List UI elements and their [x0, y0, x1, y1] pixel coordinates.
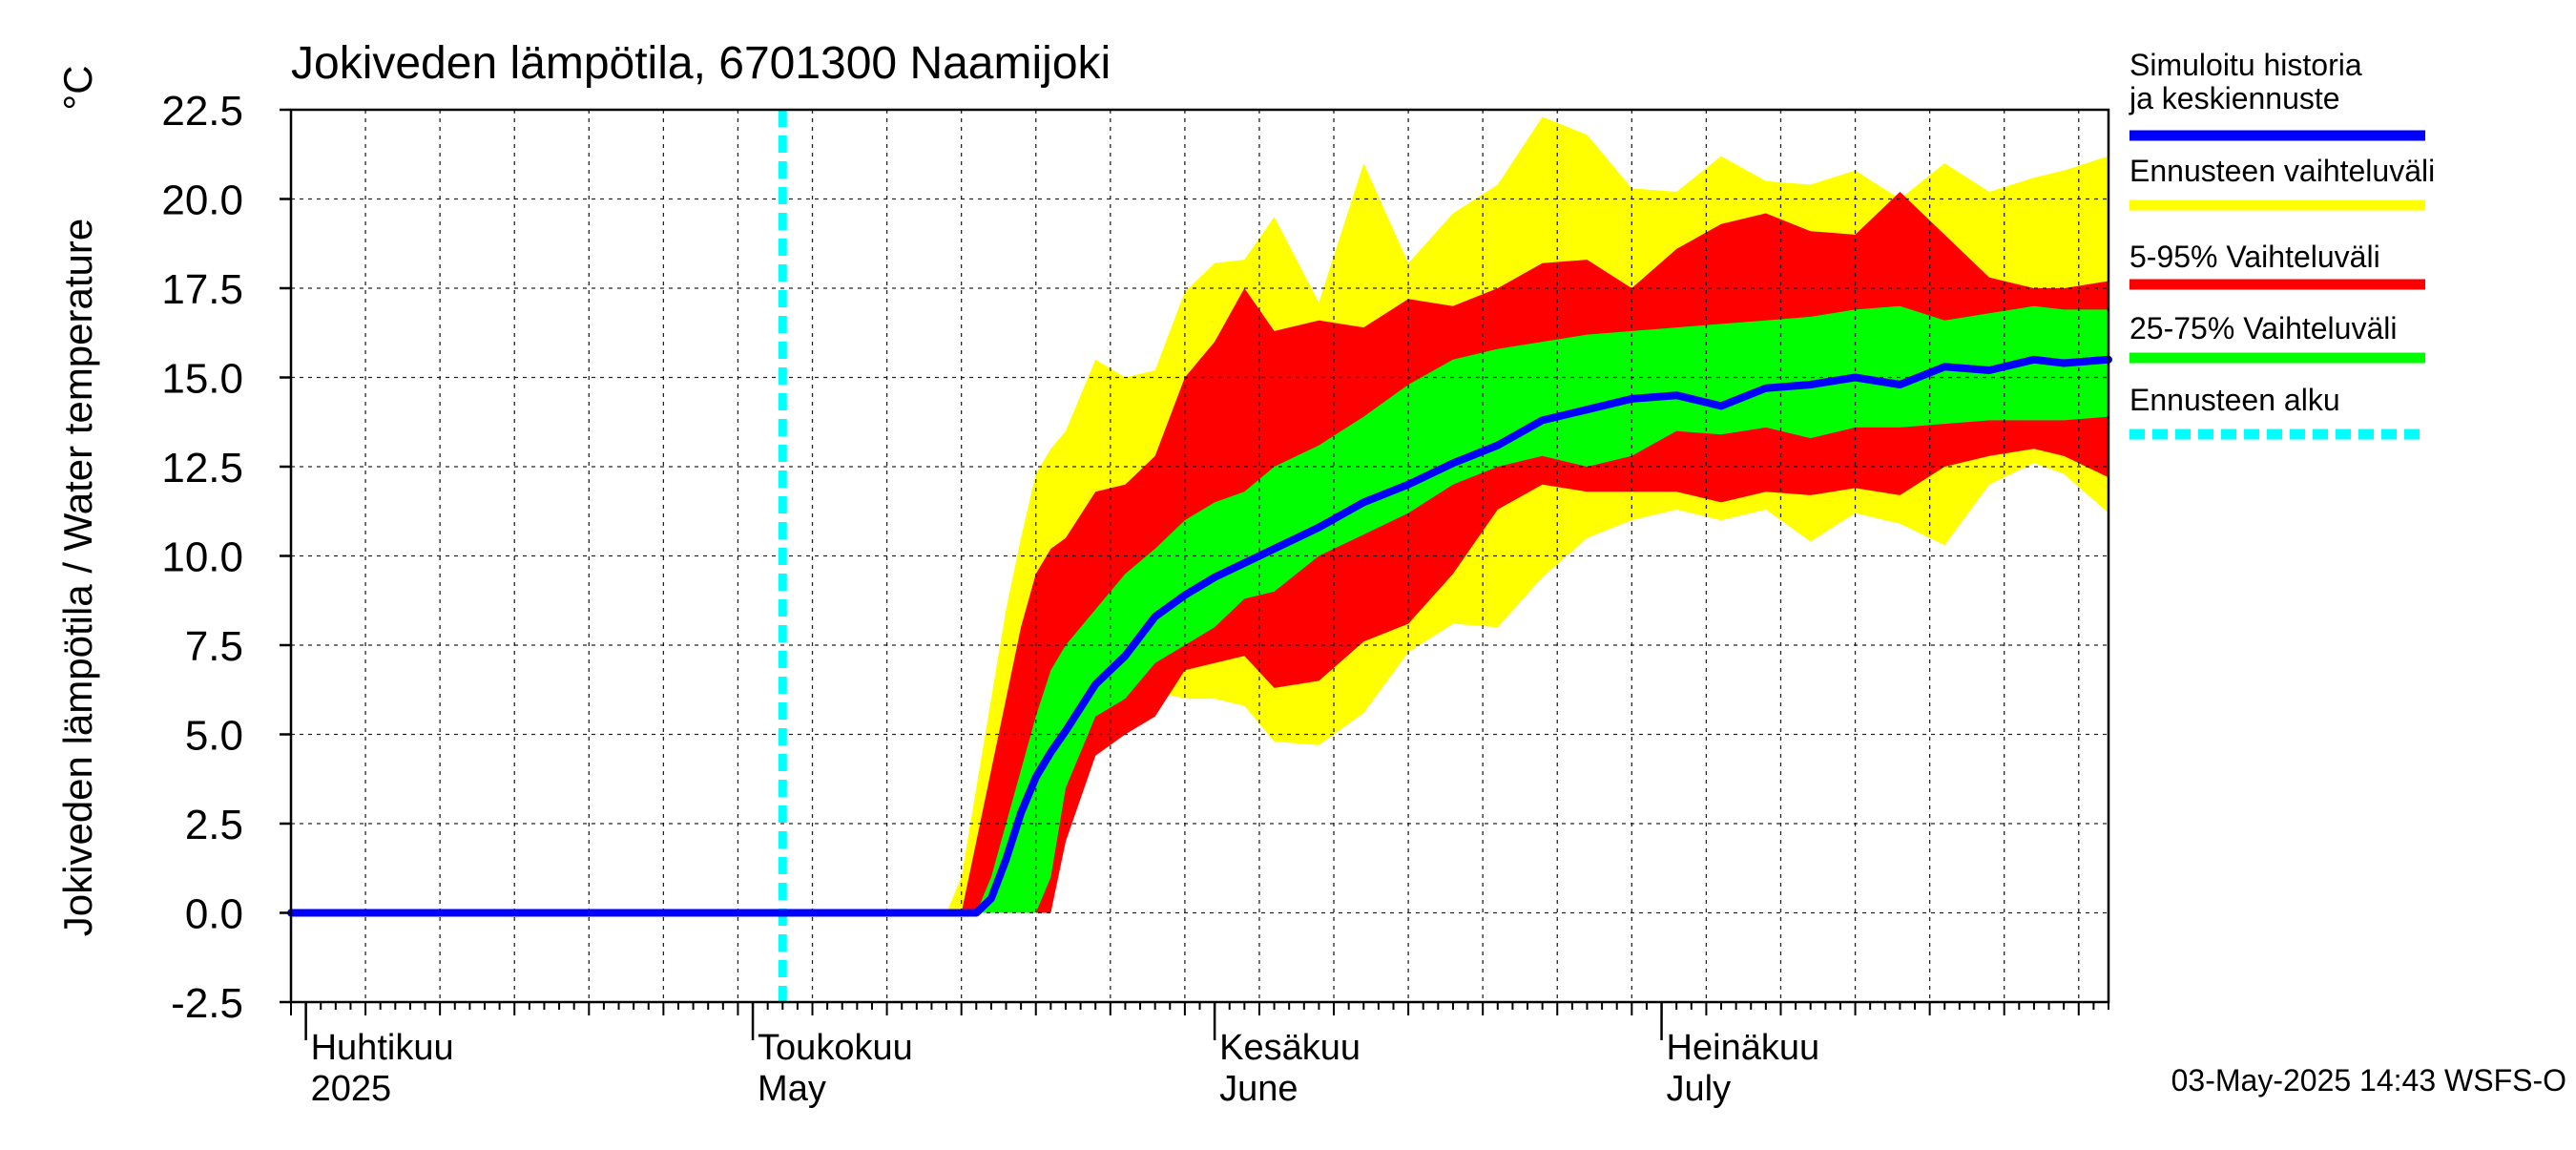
month-label: Toukokuu: [758, 1028, 913, 1068]
legend: Simuloitu historia ja keskiennuste Ennuste…: [2129, 48, 2435, 440]
month-label: Kesäkuu: [1219, 1028, 1361, 1068]
legend-label-line: ja keskiennuste: [2129, 81, 2340, 115]
month-sublabel: June: [1219, 1069, 1298, 1109]
y-tick-label: 7.5: [185, 623, 243, 670]
median-series: [287, 355, 2112, 917]
legend-label: 5-95% Vaihteluväli: [2129, 240, 2380, 274]
month-sublabel: May: [758, 1069, 826, 1109]
y-tick-label: 10.0: [161, 534, 243, 581]
month-label: Heinäkuu: [1667, 1028, 1820, 1068]
y-tick-label: -2.5: [171, 980, 243, 1027]
legend-label-line: Simuloitu historia: [2129, 48, 2362, 82]
month-sublabel: 2025: [311, 1069, 392, 1109]
y-tick-label: 0.0: [185, 891, 243, 938]
forecast-bands: [291, 116, 2109, 913]
month-label: Huhtikuu: [311, 1028, 454, 1068]
footer-timestamp: 03-May-2025 14:43 WSFS-O: [2171, 1063, 2566, 1098]
legend-label: 25-75% Vaihteluväli: [2129, 311, 2397, 345]
y-tick-label: 5.0: [185, 713, 243, 760]
y-tick-label: 20.0: [161, 178, 243, 224]
y-tick-label: 2.5: [185, 802, 243, 848]
y-tick-label: 15.0: [161, 356, 243, 403]
y-axis-label: Jokiveden lämpötila / Water temperature: [55, 219, 100, 936]
y-tick-label: 22.5: [161, 88, 243, 135]
band-2: [291, 305, 2109, 913]
month-sublabel: July: [1667, 1069, 1732, 1109]
legend-label: Simuloitu historia ja keskiennuste: [2129, 48, 2362, 115]
y-tick-label: 17.5: [161, 266, 243, 313]
y-axis-unit: °C: [55, 65, 100, 110]
legend-label: Ennusteen vaihteluväli: [2129, 154, 2435, 188]
chart-title: Jokiveden lämpötila, 6701300 Naamijoki: [291, 38, 1111, 89]
median-line: [287, 355, 2112, 917]
legend-label: Ennusteen alku: [2129, 383, 2340, 417]
y-tick-label: 12.5: [161, 445, 243, 491]
y-axis: 22.5 20.0 17.5 15.0 12.5 10.0 7.5 5.0 2.5 0.0 -2.5: [161, 88, 291, 1027]
